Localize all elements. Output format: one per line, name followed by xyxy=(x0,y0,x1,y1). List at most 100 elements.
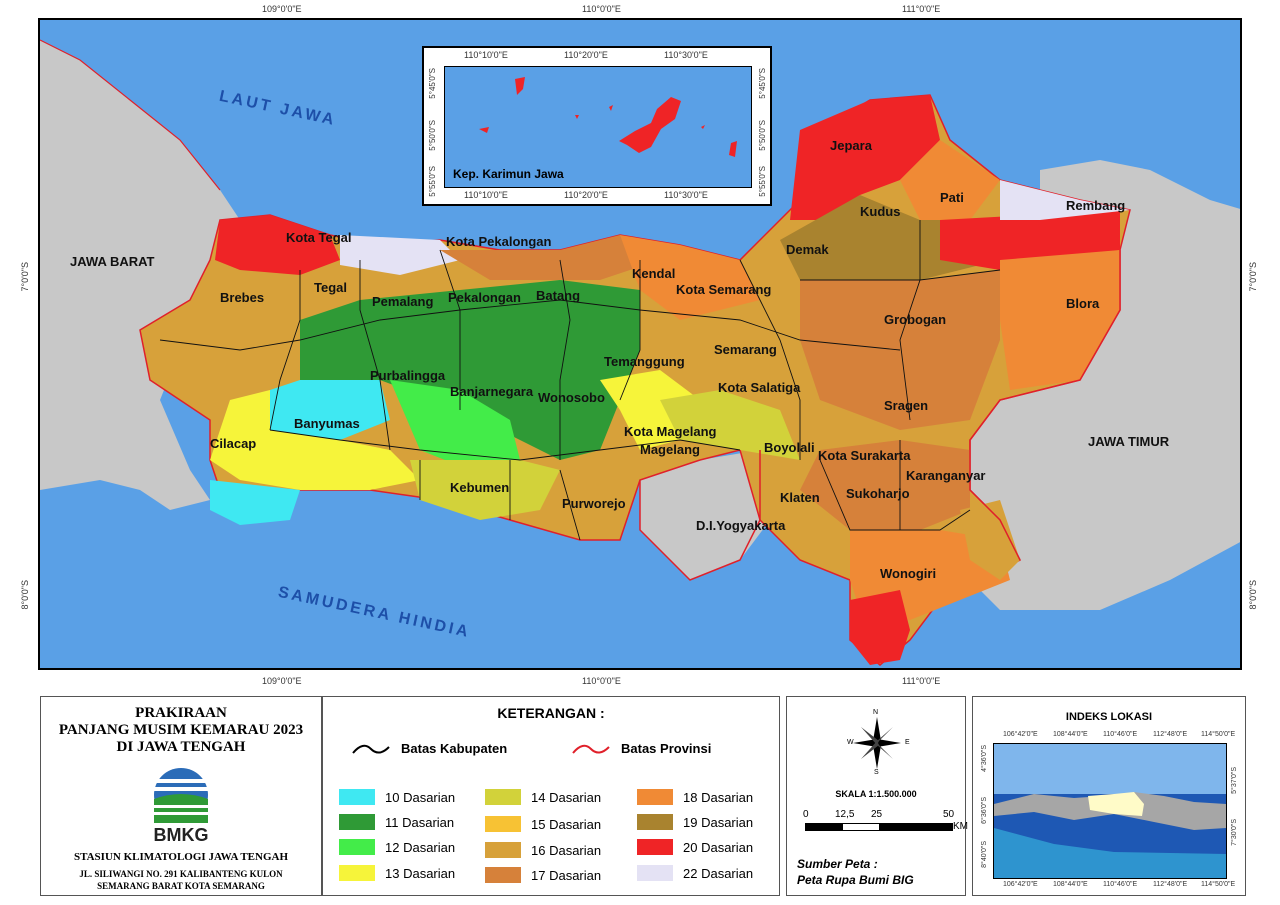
bmkg-logo xyxy=(151,767,211,823)
inset-left-tick: 5°55'0"S xyxy=(428,166,437,197)
zone-banjarnegara-east xyxy=(390,380,520,470)
district-label: Demak xyxy=(786,242,829,257)
scale-tick: 0 xyxy=(803,809,809,820)
district-label: Kota Surakarta xyxy=(818,448,911,463)
line-kabupaten-icon xyxy=(352,744,390,754)
compass-w: W xyxy=(847,739,854,746)
index-top-tick: 114°50'0"E xyxy=(1201,731,1236,738)
district-label: Karanganyar xyxy=(906,468,986,483)
district-label: Semarang xyxy=(714,342,777,357)
index-bottom-tick: 112°48'0"E xyxy=(1153,881,1188,888)
district-label: Wonosobo xyxy=(538,390,605,405)
legend-line-kabupaten: Batas Kabupaten xyxy=(401,741,508,756)
index-left-tick: 8°40'0"S xyxy=(981,841,988,868)
compass-e: E xyxy=(905,739,910,746)
legend-swatch xyxy=(485,867,521,883)
legend-swatch xyxy=(339,865,375,881)
land-jawa-timur xyxy=(970,160,1240,610)
legend-swatch xyxy=(485,816,521,832)
title-line-1: PRAKIRAAN xyxy=(135,705,227,721)
inset-right-tick: 5°45'0"S xyxy=(758,68,767,99)
legend-item: 15 Dasarian xyxy=(485,816,601,832)
legend-item: 12 Dasarian xyxy=(339,839,455,855)
region-label-east: JAWA TIMUR xyxy=(1088,434,1170,449)
land-jawa-barat xyxy=(40,40,240,510)
inset-top-tick: 110°30'0"E xyxy=(664,50,708,60)
scale-tick: 25 xyxy=(871,809,883,820)
scale-tick: 12,5 xyxy=(835,809,855,820)
index-panel: INDEKS LOKASI 106°42'0"E 108°44'0"E 110°… xyxy=(972,696,1246,896)
inset-karimun-jawa: 110°10'0"E 110°20'0"E 110°30'0"E 110°10'… xyxy=(422,46,772,206)
scale-tick: 50 xyxy=(943,809,955,820)
scale-panel: N S W E SKALA 1:1.500.000 0 12,5 25 50 K… xyxy=(786,696,968,896)
inset-bottom-tick: 110°30'0"E xyxy=(664,190,708,200)
legend-swatch xyxy=(637,839,673,855)
coast-line-west xyxy=(40,39,221,191)
district-label: Kota Magelang xyxy=(624,424,717,439)
border-east xyxy=(969,250,1121,561)
index-left-tick: 4°36'0"S xyxy=(981,745,988,772)
scale-unit: KM xyxy=(953,821,968,832)
region-label-west: JAWA BARAT xyxy=(70,254,155,269)
district-label: Batang xyxy=(536,288,581,303)
legend-panel: KETERANGAN : Batas Kabupaten Batas Provi… xyxy=(322,696,780,896)
index-bottom-tick: 106°42'0"E xyxy=(1003,881,1038,888)
index-map-canvas xyxy=(994,744,1226,878)
zone-kebumen xyxy=(410,460,560,520)
index-top-tick: 108°44'0"E xyxy=(1053,731,1088,738)
zone-klaten-sukoharjo xyxy=(800,440,970,530)
district-label: Purworejo xyxy=(562,496,626,511)
legend-swatch xyxy=(637,865,673,881)
bmkg-logo-icon xyxy=(154,768,208,823)
legend-swatch xyxy=(339,789,375,805)
coord-bottom-110: 110°0'0"E xyxy=(582,676,621,686)
district-label: Banjarnegara xyxy=(450,384,534,399)
zone-cilacap-south xyxy=(210,480,300,525)
legend-swatch xyxy=(339,839,375,855)
legend-item: 22 Dasarian xyxy=(637,865,753,881)
index-left-tick: 6°36'0"S xyxy=(981,797,988,824)
main-map[interactable]: LAUT JAWA SAMUDERA HINDIA JAWA BARAT JAW… xyxy=(38,18,1242,670)
station-name: STASIUN KLIMATOLOGI JAWA TENGAH xyxy=(73,851,289,863)
inset-right-tick: 5°50'0"S xyxy=(758,120,767,151)
zone-wonogiri-south xyxy=(850,590,910,665)
legend-swatch xyxy=(485,789,521,805)
land-diy xyxy=(640,450,770,580)
district-label: Kendal xyxy=(632,266,676,281)
district-label: Cilacap xyxy=(210,436,257,451)
district-label: Purbalingga xyxy=(370,368,446,383)
zone-kendal xyxy=(620,235,760,320)
district-label: Wonogiri xyxy=(880,566,937,581)
zone-jepara xyxy=(790,95,940,220)
inset-right-tick: 5°55'0"S xyxy=(758,166,767,197)
zone-kota-pekalongan xyxy=(340,235,460,275)
index-top-tick: 112°48'0"E xyxy=(1153,731,1188,738)
district-label: Blora xyxy=(1066,296,1100,311)
scale-bar xyxy=(805,823,953,831)
zone-kudus-pati xyxy=(780,195,1000,290)
legend-item: 20 Dasarian xyxy=(637,839,753,855)
inset-islands xyxy=(479,77,737,157)
inset-bottom-tick: 110°20'0"E xyxy=(564,190,608,200)
district-label: Sragen xyxy=(884,398,929,413)
district-label: Banyumas xyxy=(294,416,360,431)
district-label: Kebumen xyxy=(450,480,510,495)
compass-icon xyxy=(853,717,901,769)
index-right-tick: 5°37'0"S xyxy=(1231,767,1238,794)
index-map xyxy=(993,743,1227,879)
source-value: Peta Rupa Bumi BIG xyxy=(797,873,914,887)
legend-title: KETERANGAN : xyxy=(497,705,605,721)
coord-right-7: 7°0'0"S xyxy=(1248,262,1258,292)
inset-top-tick: 110°10'0"E xyxy=(464,50,508,60)
legend-item: 16 Dasarian xyxy=(485,842,601,858)
coord-right-8: 8°0'0"S xyxy=(1248,580,1258,610)
coord-left-7: 7°0'0"S xyxy=(20,262,30,292)
district-borders xyxy=(159,220,1001,541)
zone-karanganyar-east xyxy=(960,500,1020,580)
zone-batang-north xyxy=(440,235,660,280)
inset-top-tick: 110°20'0"E xyxy=(564,50,608,60)
district-label: Magelang xyxy=(640,442,700,457)
inset-bottom-tick: 110°10'0"E xyxy=(464,190,508,200)
legend-line-provinsi: Batas Provinsi xyxy=(621,741,712,756)
zone-banyumas xyxy=(270,380,390,440)
